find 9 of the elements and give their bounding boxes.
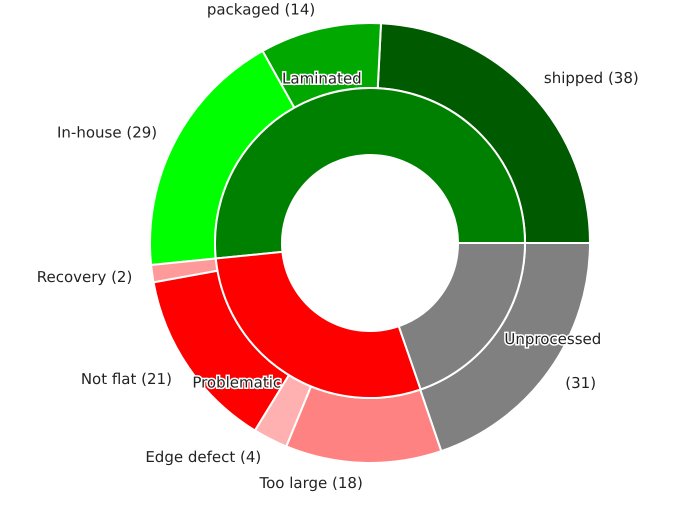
slice-label: Recovery (2) (36, 268, 132, 286)
slice-label: In-house (29) (57, 123, 158, 142)
slice-label: (31) (565, 374, 596, 392)
slice-label: Edge defect (4) (145, 448, 262, 466)
slice-label: Too large (18) (258, 474, 363, 492)
slice-label: Laminated (282, 69, 362, 88)
slice-label: Not flat (21) (80, 370, 172, 388)
slice-label: packaged (14) (206, 0, 316, 19)
slice-label: shipped (38) (544, 68, 639, 87)
